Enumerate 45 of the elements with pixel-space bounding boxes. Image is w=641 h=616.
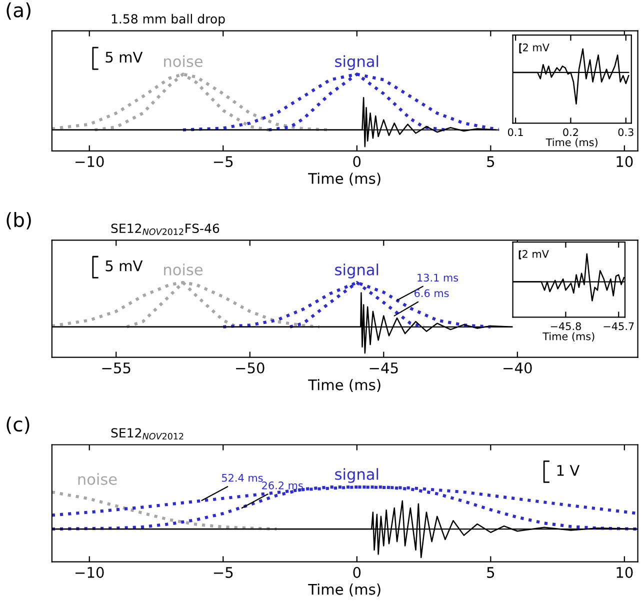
- annotation: 2 mV: [523, 43, 550, 52]
- series-label: noise: [78, 473, 117, 485]
- x-tick-label: −5: [214, 156, 233, 168]
- x-tick-label: −5: [214, 567, 233, 578]
- x-tick-label: −10: [76, 566, 104, 578]
- x-tick-label: −50: [236, 362, 264, 374]
- text: (c): [6, 416, 30, 434]
- x-tick-label: −45: [370, 362, 398, 374]
- series-label: signal: [335, 468, 378, 483]
- series-label: signal: [335, 55, 378, 70]
- x-axis-title: Time (ms): [542, 332, 594, 342]
- text: 1 V: [557, 465, 580, 476]
- x-axis-title: Time (ms): [308, 584, 380, 597]
- x-tick-label: 0.2: [563, 128, 578, 136]
- x-tick-label: −55: [102, 362, 130, 374]
- annotation: 2 mV: [522, 250, 549, 258]
- annotation: 26.2 ms: [262, 481, 303, 490]
- x-tick-label: −40: [504, 362, 532, 374]
- annotation: 52.4 ms: [222, 474, 263, 482]
- x-tick-label: 0: [353, 156, 361, 168]
- text: 5 mV: [106, 260, 143, 272]
- annotation: 6.6 ms: [414, 289, 449, 298]
- chart-title: 1.58 mm ball drop: [112, 14, 225, 26]
- series-label: signal: [335, 264, 378, 278]
- x-tick-label: 5: [487, 156, 494, 168]
- x-axis-title: Time (ms): [308, 172, 380, 186]
- series-label: noise: [164, 55, 203, 68]
- annotation: 13.1 ms: [418, 274, 458, 282]
- text: (a): [6, 2, 30, 20]
- series-label: noise: [164, 264, 203, 276]
- x-tick-label: 5: [487, 567, 494, 578]
- x-tick-label: −45.7: [604, 322, 634, 330]
- x-axis-title: Time (ms): [546, 138, 598, 148]
- x-tick-label: 0.1: [508, 128, 523, 136]
- x-tick-label: −10: [76, 156, 104, 168]
- x-tick-label: 0: [353, 566, 361, 578]
- x-axis-title: Time (ms): [308, 379, 380, 392]
- text: (b): [6, 212, 31, 230]
- chart-title: SE12$_{NOV2012}$: [111, 428, 184, 440]
- x-tick-label: 10: [616, 156, 633, 168]
- text: 5 mV: [106, 52, 143, 63]
- x-tick-label: 0.3: [618, 128, 634, 136]
- x-tick-label: 10: [616, 566, 633, 578]
- x-tick-label: −45.8: [550, 322, 581, 330]
- chart-title: SE12$_{NOV2012}$FS-46: [111, 224, 220, 236]
